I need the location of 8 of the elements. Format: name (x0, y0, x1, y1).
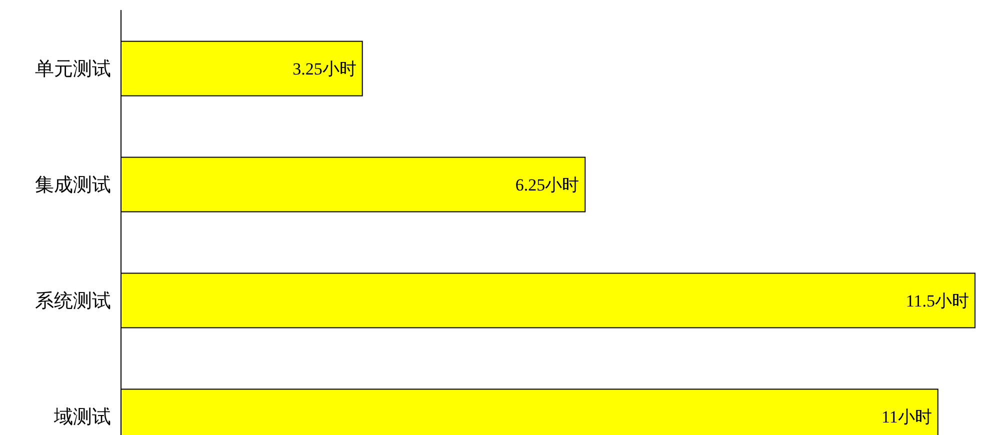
y-tick-label: 系统测试 (35, 291, 111, 312)
y-tick-label: 集成测试 (35, 175, 111, 196)
data-label: 11小时 (881, 407, 932, 426)
data-label: 3.25小时 (292, 60, 356, 79)
y-tick-label: 单元测试 (35, 59, 111, 80)
data-label: 11.5小时 (906, 291, 969, 310)
y-tick-label: 域测试 (53, 407, 111, 428)
data-label: 6.25小时 (515, 175, 580, 194)
